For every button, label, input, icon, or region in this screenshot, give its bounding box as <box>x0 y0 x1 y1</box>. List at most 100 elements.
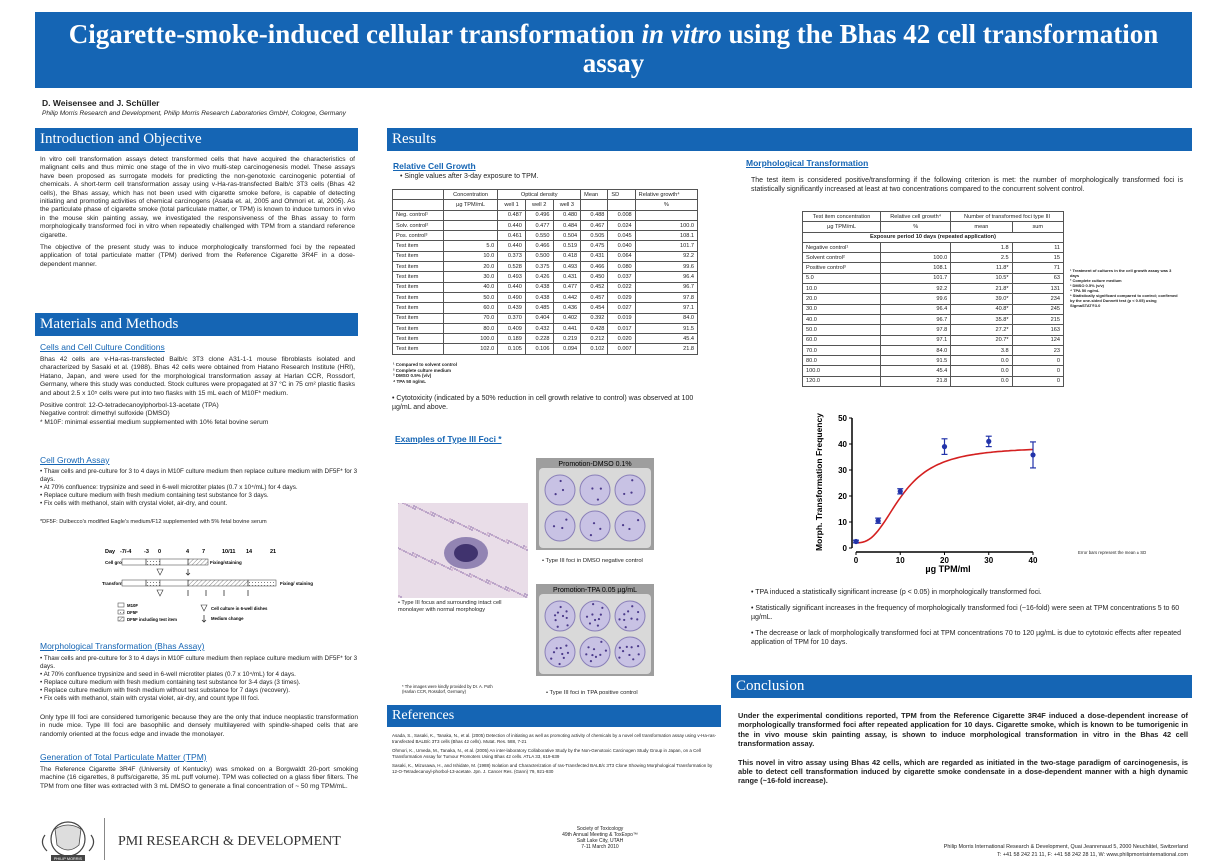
list-item: Type III foci in DMSO negative control <box>542 557 672 565</box>
cell-speck <box>524 548 526 550</box>
table-cell: 10.0 <box>442 250 499 263</box>
focus-dot <box>628 527 631 531</box>
meeting-line: Salt Lake City, UTAH <box>576 838 624 844</box>
table-row: 100.0 45.4 0.0 0 <box>801 365 1065 377</box>
table-header: sum <box>1011 221 1065 233</box>
table-cell: 101.7 <box>880 272 952 285</box>
references-list: Asada, S., Sasaki, K., Tanaka, N., et al… <box>392 733 718 775</box>
table-cell: 0.029 <box>607 291 636 304</box>
fit-curve <box>856 448 1034 544</box>
timeline-day-label: Day <box>105 549 116 555</box>
list-item: Cytotoxicity (indicated by a 50% reducti… <box>392 394 697 412</box>
tpa-caption: Type III foci in TPA positive control <box>546 689 676 697</box>
y-tick-label: 10 <box>838 518 847 527</box>
cell-speck <box>435 561 437 563</box>
table-row: 10.0 92.2 21.8* 131 <box>801 283 1065 295</box>
cell-speck <box>453 520 455 522</box>
table-row: Test item 102.0 0.105 0.106 0.094 0.102 0.007 2… <box>392 343 699 355</box>
table-header: µg TPM/mL <box>442 199 499 211</box>
cell-speck <box>445 566 447 568</box>
x-tick-label: 20 <box>940 556 949 565</box>
table-cell: 0.438 <box>524 281 554 293</box>
table-cell: Test item <box>392 312 444 324</box>
table-cell: 99.6 <box>634 261 699 273</box>
table-header: Relative growth⁴ <box>634 188 699 201</box>
table-cell: 40.0 <box>442 281 499 293</box>
table-cell: 0.477 <box>524 219 554 232</box>
cell-speck <box>412 552 414 554</box>
cell-speck <box>444 518 446 520</box>
table-row: Test item 5.0 0.440 0.466 0.519 0.475 0.040 101… <box>392 240 699 252</box>
plate-well <box>614 600 646 632</box>
cell-speck <box>495 536 497 538</box>
data-point <box>986 438 992 444</box>
table-cell: 0.037 <box>607 271 636 283</box>
cell-speck <box>503 540 505 542</box>
cell-speck <box>490 581 492 583</box>
cell-speck <box>510 541 512 543</box>
y-tick-label: 20 <box>838 492 847 501</box>
cell-speck <box>467 527 469 529</box>
cell-speck <box>465 526 467 528</box>
affiliation: Philip Morris Research and Development, … <box>42 110 346 117</box>
growth-heading: Cell Growth Assay <box>40 455 110 465</box>
focus-dot <box>554 492 557 496</box>
positive-control-line: Positive control: 12-O-tetradecanoylphor… <box>40 402 219 410</box>
table-cell: 0.402 <box>552 312 582 324</box>
table-cell: 21.8* <box>950 283 1013 295</box>
table-cell: 0.477 <box>552 281 582 293</box>
cell-speck <box>525 546 527 548</box>
cell-speck <box>443 565 445 567</box>
cell-speck <box>458 570 460 572</box>
focus-dot <box>565 610 568 613</box>
table-note: * Statistically significant compared to … <box>1070 293 1178 308</box>
table-cell: Solvent control² <box>801 252 882 264</box>
cell-speck <box>418 555 420 557</box>
focus-dot <box>636 610 640 614</box>
table-cell: 0.440 <box>497 240 526 252</box>
cell-speck <box>448 520 450 522</box>
focus-caption: Type III focus and surrounding intact ce… <box>398 600 528 614</box>
table-cell: 0.442 <box>552 291 582 304</box>
footer-address: Philip Morris International Research & D… <box>943 844 1188 850</box>
cell-speck <box>434 513 436 515</box>
focus-dot <box>589 660 593 663</box>
cell-speck <box>502 587 504 589</box>
table-row: 70.0 84.0 3.8 23 <box>801 344 1065 357</box>
table-cell: Negative control¹ <box>801 241 882 254</box>
cell-speck <box>430 511 432 513</box>
cell-speck <box>524 593 526 595</box>
cell-speck <box>472 527 474 529</box>
table-cell: 0.0 <box>950 375 1013 388</box>
focus-dot <box>604 649 608 652</box>
result-bullets: TPA induced a statistically significant … <box>751 588 1191 647</box>
cell-speck <box>429 513 431 515</box>
table-cell: 0.480 <box>552 209 582 221</box>
table-cell: 100.0 <box>801 365 882 377</box>
table-cell: 96.7 <box>880 313 952 326</box>
morph-method-heading: Morphological Transformation (Bhas Assay… <box>40 641 205 651</box>
cell-speck <box>497 537 499 539</box>
table-cell: 234 <box>1011 293 1065 305</box>
focus-dot <box>623 492 626 496</box>
focus-dot <box>592 603 595 606</box>
foci-heading: Examples of Type III Foci * <box>395 434 502 444</box>
table-cell: 30.0 <box>801 303 882 315</box>
meeting-line: 7-11 March 2010 <box>581 844 619 850</box>
cell-speck <box>398 503 399 504</box>
cell-speck <box>488 580 490 582</box>
table-cell: 0.212 <box>580 333 609 345</box>
table-cell: 92.2 <box>880 283 952 295</box>
cell-speck <box>451 519 453 521</box>
cell-speck <box>437 562 439 564</box>
timeline-row-cell-growth: Cell growth <box>105 560 130 565</box>
table-cell: 101.7 <box>634 240 699 252</box>
cell-speck <box>436 514 438 516</box>
table-cell: 0.505 <box>580 230 609 242</box>
plate-tpa-photo: Promotion-TPA 0.05 µg/mL <box>536 584 654 676</box>
table-cell: 45.4 <box>880 365 952 377</box>
cell-speck <box>514 543 516 545</box>
cell-speck <box>433 560 435 562</box>
focus-dot <box>623 613 626 616</box>
table-cell: 0.020 <box>607 333 636 345</box>
